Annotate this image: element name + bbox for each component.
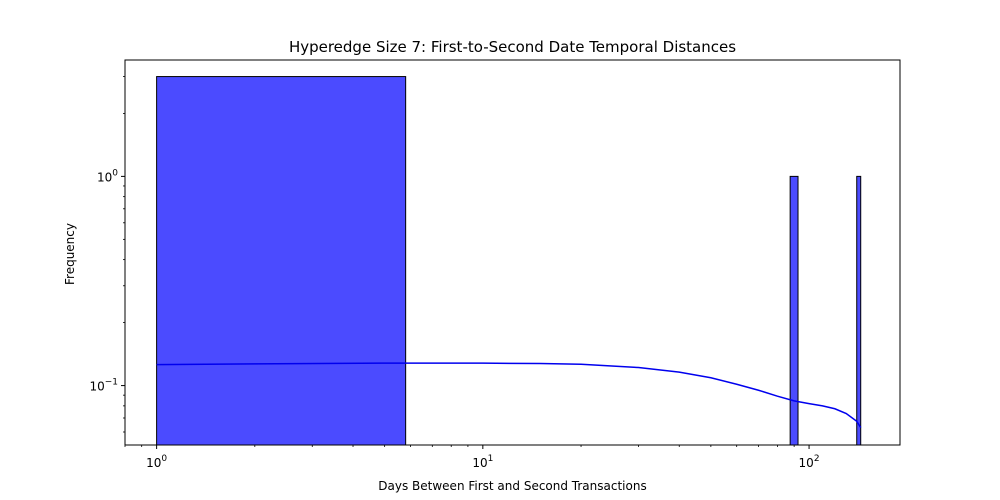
histogram-bar (789, 175, 799, 446)
y-tick-label: 100 (97, 168, 118, 184)
x-tick-label: 102 (799, 454, 820, 470)
x-tick-label: 101 (472, 454, 493, 470)
x-axis-label: Days Between First and Second Transactio… (378, 479, 646, 493)
plot-area: 100 101 102 10−1 100 (89, 59, 901, 470)
plot-frame (124, 59, 901, 446)
chart-title: Hyperedge Size 7: First-to-Second Date T… (289, 38, 736, 56)
histogram-bar (856, 175, 862, 446)
kde-curve (156, 362, 862, 428)
y-axis-label: Frequency (63, 223, 77, 285)
x-tick-label: 100 (146, 454, 167, 470)
y-tick-label: 10−1 (89, 378, 118, 394)
histogram-bar (156, 76, 407, 446)
